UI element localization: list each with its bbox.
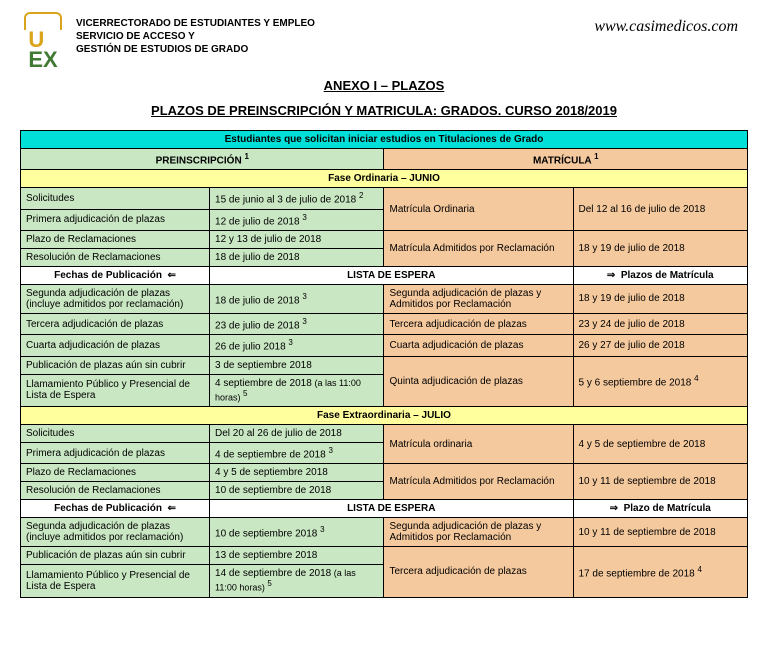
cell: Cuarta adjudicación de plazas	[21, 335, 210, 356]
cell: 5 y 6 septiembre de 2018 4	[573, 356, 748, 406]
cell: 4 de septiembre de 2018 3	[210, 442, 384, 463]
hdr-preinscripcion: PREINSCRIPCIÓN 1	[21, 149, 384, 170]
cell: 10 y 11 de septiembre de 2018	[573, 464, 748, 500]
dept-line-1: VICERRECTORADO DE ESTUDIANTES Y EMPLEO	[76, 18, 315, 29]
cell: 18 de julio de 2018 3	[210, 284, 384, 313]
banner-top: Estudiantes que solicitan iniciar estudi…	[21, 131, 748, 149]
fase-ordinaria: Fase Ordinaria – JUNIO	[21, 170, 748, 188]
cell: Matrícula ordinaria	[384, 424, 573, 463]
cell: 4 y 5 de septiembre de 2018	[573, 424, 748, 463]
cell: Publicación de plazas aún sin cubrir	[21, 547, 210, 565]
cell: Del 20 al 26 de julio de 2018	[210, 424, 384, 442]
lista-espera-header-ext: Fechas de Publicación ⇐ LISTA DE ESPERA …	[21, 500, 748, 518]
cell: 10 de septiembre de 2018	[210, 482, 384, 500]
cell: Publicación de plazas aún sin cubrir	[21, 356, 210, 374]
left-arrow-icon: ⇐	[168, 270, 176, 281]
cell: 17 de septiembre de 2018 4	[573, 547, 748, 597]
cell: 26 y 27 de julio de 2018	[573, 335, 748, 356]
cell: Tercera adjudicación de plazas	[384, 313, 573, 334]
cell: Plazo de Reclamaciones	[21, 464, 210, 482]
cell: Matrícula Ordinaria	[384, 188, 573, 231]
cell: 23 y 24 de julio de 2018	[573, 313, 748, 334]
cell: Resolución de Reclamaciones	[21, 248, 210, 266]
left-arrow-icon: ⇐	[168, 503, 176, 514]
cell: Tercera adjudicación de plazas	[384, 547, 573, 597]
cell: Resolución de Reclamaciones	[21, 482, 210, 500]
uex-logo: U EX	[20, 12, 66, 72]
cell: Segunda adjudicación de plazas (incluye …	[21, 518, 210, 547]
lista-hdr: LISTA DE ESPERA	[210, 266, 573, 284]
cell: Primera adjudicación de plazas	[21, 209, 210, 230]
cell: 15 de junio al 3 de julio de 2018 2	[210, 188, 384, 209]
cell: 14 de septiembre de 2018 (a las 11:00 ho…	[210, 565, 384, 597]
logo-letters: U EX	[28, 30, 57, 70]
cell: 10 de septiembre 2018 3	[210, 518, 384, 547]
lista-espera-header-ord: Fechas de Publicación ⇐ LISTA DE ESPERA …	[21, 266, 748, 284]
cell: Primera adjudicación de plazas	[21, 442, 210, 463]
cell: Matrícula Admitidos por Reclamación	[384, 230, 573, 266]
plazo-hdr: ⇒ Plazo de Matrícula	[573, 500, 748, 518]
cell: Tercera adjudicación de plazas	[21, 313, 210, 334]
cell: 18 y 19 de julio de 2018	[573, 230, 748, 266]
dept-line-2b: GESTIÓN DE ESTUDIOS DE GRADO	[76, 44, 315, 55]
cell: 13 de septiembre 2018	[210, 547, 384, 565]
cell: Del 12 al 16 de julio de 2018	[573, 188, 748, 231]
cell: 26 de julio 2018 3	[210, 335, 384, 356]
header-text: VICERRECTORADO DE ESTUDIANTES Y EMPLEO S…	[76, 12, 315, 57]
cell: Plazo de Reclamaciones	[21, 230, 210, 248]
cell: 18 y 19 de julio de 2018	[573, 284, 748, 313]
main-title: PLAZOS DE PREINSCRIPCIÓN Y MATRICULA: GR…	[20, 103, 748, 118]
cell: Llamamiento Público y Presencial de List…	[21, 374, 210, 406]
anexo-title: ANEXO I – PLAZOS	[20, 78, 748, 93]
hdr-matricula: MATRÍCULA 1	[384, 149, 748, 170]
cell: Segunda adjudicación de plazas y Admitid…	[384, 284, 573, 313]
right-arrow-icon: ⇒	[610, 503, 618, 514]
schedule-table: Estudiantes que solicitan iniciar estudi…	[20, 130, 748, 598]
cell: Cuarta adjudicación de plazas	[384, 335, 573, 356]
cell: 10 y 11 de septiembre de 2018	[573, 518, 748, 547]
dept-line-2a: SERVICIO DE ACCESO Y	[76, 31, 315, 42]
document-header: U EX VICERRECTORADO DE ESTUDIANTES Y EMP…	[20, 12, 748, 72]
cell: 23 de julio de 2018 3	[210, 313, 384, 334]
logo-ex: EX	[28, 47, 57, 72]
cell: Llamamiento Público y Presencial de List…	[21, 565, 210, 597]
cell: 12 y 13 de julio de 2018	[210, 230, 384, 248]
cell: Quinta adjudicación de plazas	[384, 356, 573, 406]
pub-hdr: Fechas de Publicación ⇐	[21, 500, 210, 518]
pub-hdr: Fechas de Publicación ⇐	[21, 266, 210, 284]
cell: Segunda adjudicación de plazas (incluye …	[21, 284, 210, 313]
cell: Solicitudes	[21, 424, 210, 442]
lista-hdr: LISTA DE ESPERA	[210, 500, 573, 518]
fase-extraordinaria: Fase Extraordinaria – JULIO	[21, 406, 748, 424]
plazos-hdr: ⇒ Plazos de Matrícula	[573, 266, 748, 284]
cell: 3 de septiembre 2018	[210, 356, 384, 374]
cell: 12 de julio de 2018 3	[210, 209, 384, 230]
right-arrow-icon: ⇒	[607, 270, 615, 281]
cell: Matrícula Admitidos por Reclamación	[384, 464, 573, 500]
cell: Solicitudes	[21, 188, 210, 209]
site-url: www.casimedicos.com	[594, 18, 738, 36]
cell: Segunda adjudicación de plazas y Admitid…	[384, 518, 573, 547]
cell: 4 y 5 de septiembre 2018	[210, 464, 384, 482]
cell: 4 septiembre de 2018 (a las 11:00 horas)…	[210, 374, 384, 406]
cell: 18 de julio de 2018	[210, 248, 384, 266]
